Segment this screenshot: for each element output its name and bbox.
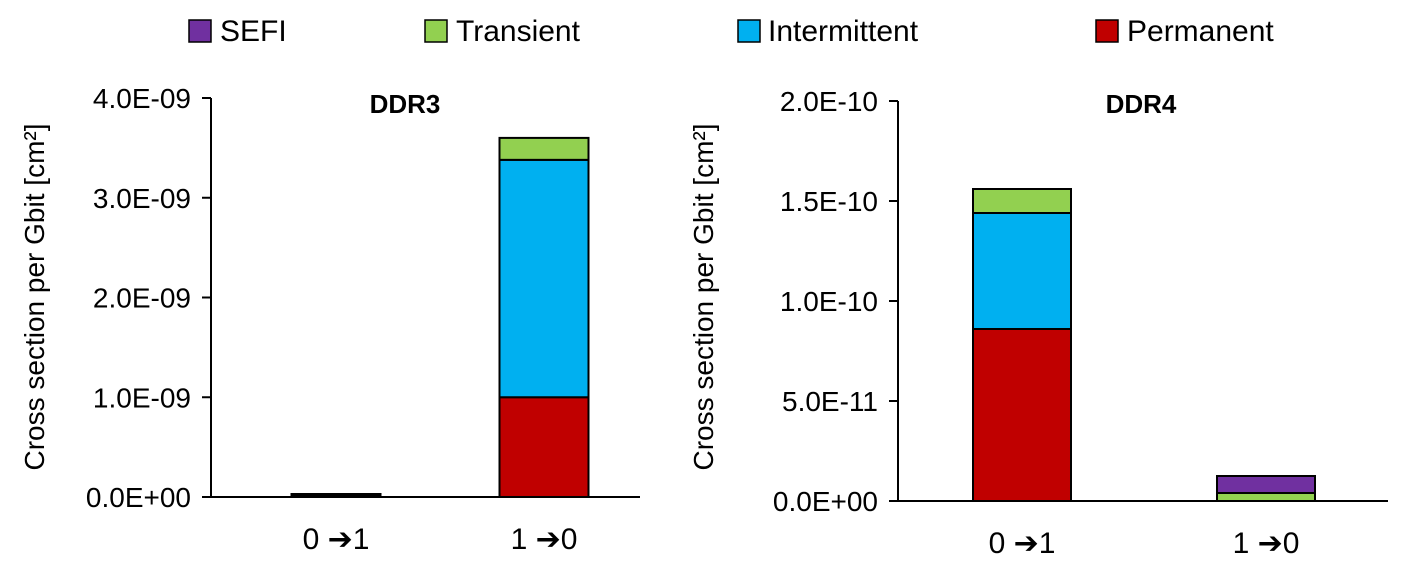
bar-segment-permanent-ddr4	[972, 328, 1072, 502]
bar-segment-permanent-ddr3	[498, 396, 590, 498]
legend-swatch-sefi	[188, 19, 212, 43]
legend-label-transient: Transient	[456, 15, 581, 48]
legend-label-sefi: SEFI	[220, 15, 287, 48]
bar-segment-sefi-ddr3	[290, 493, 382, 497]
y-tick-label-ddr3: 2.0E-09	[93, 283, 191, 314]
bars-ddr3	[290, 136, 590, 499]
legend-item-sefi: SEFI	[188, 15, 287, 48]
x-tick-labels-ddr4: 0 ➔1 1 ➔0	[989, 527, 1300, 560]
chart-ddr3: DDR3 Cross section per Gbit [cm²] 0.0E+0…	[19, 83, 640, 556]
bar-segment-transient-ddr3	[498, 136, 590, 161]
y-tick-labels-ddr4: 0.0E+00 5.0E-11 1.0E-10 1.5E-10 2.0E-10	[773, 86, 878, 517]
y-tick-label-ddr4: 2.0E-10	[780, 86, 878, 117]
y-ticks-ddr3	[202, 97, 211, 498]
y-tick-labels-ddr3: 0.0E+00 1.0E-09 2.0E-09 3.0E-09 4.0E-09	[86, 83, 191, 513]
y-tick-label-ddr3: 3.0E-09	[93, 183, 191, 214]
x-tick-label-ddr3: 0 ➔1	[303, 523, 370, 556]
x-tick-labels-ddr3: 0 ➔1 1 ➔0	[303, 523, 578, 556]
y-tick-label-ddr4: 1.5E-10	[780, 186, 878, 217]
y-tick-label-ddr4: 0.0E+00	[773, 486, 878, 517]
legend-item-permanent: Permanent	[1095, 15, 1274, 48]
legend-item-transient: Transient	[424, 15, 581, 48]
y-tick-label-ddr4: 5.0E-11	[782, 386, 878, 417]
x-tick-label-ddr3: 1 ➔0	[511, 523, 578, 556]
x-tick-label-ddr4: 1 ➔0	[1233, 527, 1300, 560]
chart-title-ddr4: DDR4	[1106, 89, 1177, 119]
y-ticks-ddr4	[889, 100, 898, 502]
bar-segment-transient-ddr4	[972, 188, 1072, 214]
chart-ddr4: DDR4 Cross section per Gbit [cm²] 0.0E+0…	[688, 86, 1388, 560]
legend-label-intermittent: Intermittent	[768, 15, 919, 48]
y-tick-label-ddr3: 1.0E-09	[93, 382, 191, 413]
bar-segment-sefi-ddr4	[1216, 475, 1316, 494]
x-tick-label-ddr4: 0 ➔1	[989, 527, 1056, 560]
y-axis-label-ddr3: Cross section per Gbit [cm²]	[19, 124, 50, 471]
legend-swatch-transient	[424, 19, 448, 43]
legend-swatch-intermittent	[737, 19, 761, 43]
bar-segment-intermittent-ddr4	[972, 212, 1072, 330]
y-tick-label-ddr3: 4.0E-09	[93, 83, 191, 114]
legend: SEFI Transient Intermittent Permanent	[188, 15, 1274, 48]
y-tick-label-ddr3: 0.0E+00	[86, 482, 191, 513]
legend-swatch-permanent	[1095, 19, 1119, 43]
legend-item-intermittent: Intermittent	[737, 15, 919, 48]
legend-label-permanent: Permanent	[1127, 15, 1274, 48]
bar-segment-intermittent-ddr3	[498, 158, 590, 399]
bars-ddr4	[972, 188, 1316, 502]
bar-segment-transient-ddr4	[1216, 492, 1316, 502]
chart-title-ddr3: DDR3	[370, 89, 441, 119]
y-tick-label-ddr4: 1.0E-10	[780, 286, 878, 317]
y-axis-label-ddr4: Cross section per Gbit [cm²]	[688, 124, 719, 471]
